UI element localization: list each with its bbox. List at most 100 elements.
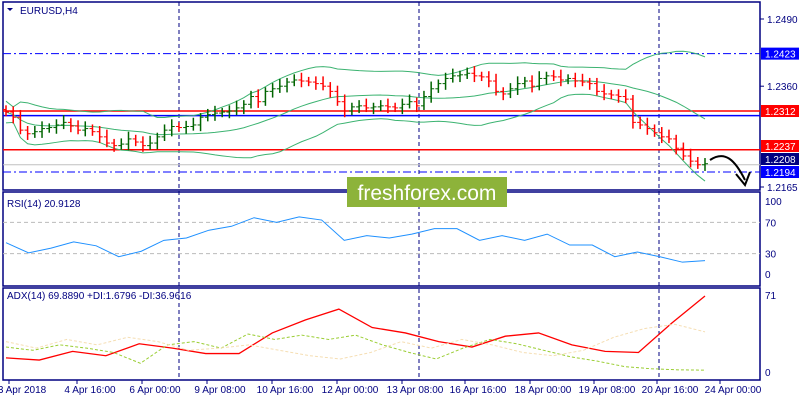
price-tick-label: 1.2165 — [767, 183, 798, 194]
candle — [269, 83, 276, 98]
candle — [399, 98, 406, 115]
time-tick-label: 4 Apr 16:00 — [64, 385, 116, 396]
candle — [190, 117, 197, 131]
price-tick-label: 1.2360 — [767, 82, 798, 93]
time-tick-label: 10 Apr 16:00 — [257, 385, 314, 396]
time-tick-label: 9 Apr 08:00 — [194, 385, 246, 396]
dropdown-triangle-icon[interactable] — [7, 8, 13, 11]
candle — [456, 70, 463, 83]
candle — [233, 100, 240, 116]
candle — [3, 105, 9, 117]
candle — [103, 129, 110, 148]
candle — [413, 97, 420, 113]
price-level-badge — [761, 47, 799, 60]
candle — [276, 78, 283, 93]
rsi-tick-label: 100 — [765, 197, 782, 208]
candle — [89, 124, 96, 136]
candle — [702, 158, 708, 171]
adx-title: ADX(14) 69.8890 +DI:1.6796 -DI:36.9616 — [7, 291, 192, 302]
candle — [514, 76, 521, 95]
candle — [608, 89, 615, 100]
candle — [298, 72, 305, 88]
price-level-badge — [761, 140, 799, 153]
candle — [687, 148, 694, 168]
candle — [31, 125, 38, 138]
candle — [478, 71, 485, 82]
arrow-head — [735, 171, 751, 187]
candle — [197, 113, 204, 132]
adx-tick-label: 71 — [765, 291, 777, 302]
rsi-tick-label: 30 — [765, 250, 777, 261]
candle — [82, 121, 89, 137]
candle — [651, 124, 658, 137]
svg-text:freshforex.com: freshforex.com — [358, 182, 497, 205]
candle — [175, 122, 182, 132]
candle — [500, 87, 507, 101]
candle — [348, 102, 355, 116]
candle — [493, 73, 500, 96]
candle — [147, 135, 154, 150]
candle — [601, 84, 608, 101]
candle — [384, 98, 391, 114]
candle — [312, 76, 319, 90]
candle — [521, 76, 528, 88]
candle — [579, 73, 586, 87]
price-level-label: 1.2194 — [765, 168, 796, 179]
candle — [363, 98, 370, 113]
candle — [204, 108, 211, 122]
time-tick-label: 3 Apr 2018 — [0, 385, 47, 396]
time-tick-label: 6 Apr 00:00 — [129, 385, 181, 396]
candle — [226, 105, 233, 119]
candle — [629, 94, 636, 129]
adx-tick-label: 0 — [765, 368, 771, 379]
candle — [665, 129, 672, 144]
candle — [161, 124, 168, 141]
time-tick-label: 18 Apr 00:00 — [515, 385, 572, 396]
candle — [420, 90, 427, 110]
candle — [240, 100, 247, 115]
adx-line-DI — [5, 333, 706, 371]
bollinger-middle — [5, 80, 706, 136]
price-level-label: 1.2208 — [765, 155, 796, 166]
adx-line-DI — [5, 323, 706, 360]
candle — [60, 115, 67, 130]
candle — [637, 116, 644, 130]
candle — [111, 138, 118, 152]
candle — [17, 109, 24, 135]
time-tick-label: 24 Apr 00:00 — [705, 385, 762, 396]
candle — [118, 138, 125, 150]
price-tick-label: 1.2490 — [767, 15, 798, 26]
time-tick-label: 20 Apr 16:00 — [642, 385, 699, 396]
candle — [694, 157, 701, 169]
candle — [305, 76, 312, 87]
candle — [262, 87, 269, 106]
candle — [464, 67, 471, 79]
candle — [406, 94, 413, 109]
candle — [428, 81, 435, 103]
candle — [392, 102, 399, 113]
candle — [529, 75, 536, 93]
candle — [211, 105, 218, 121]
candle — [536, 71, 543, 91]
candle — [125, 131, 132, 151]
candle — [565, 74, 572, 85]
price-level-badge — [761, 166, 799, 179]
candle — [291, 74, 298, 87]
candle — [219, 107, 226, 118]
candle — [442, 72, 449, 90]
rsi-line — [5, 216, 706, 263]
candle — [67, 118, 74, 133]
time-tick-label: 13 Apr 08:00 — [387, 385, 444, 396]
panel-border-0 — [2, 1, 761, 191]
candle — [622, 89, 629, 104]
candle — [168, 119, 175, 137]
candle — [615, 89, 622, 103]
candle — [334, 85, 341, 106]
candle — [586, 77, 593, 90]
time-tick-label: 19 Apr 08:00 — [579, 385, 636, 396]
time-tick-label: 16 Apr 16:00 — [450, 385, 507, 396]
rsi-title: RSI(14) 20.9128 — [7, 199, 81, 210]
candle — [341, 94, 348, 118]
